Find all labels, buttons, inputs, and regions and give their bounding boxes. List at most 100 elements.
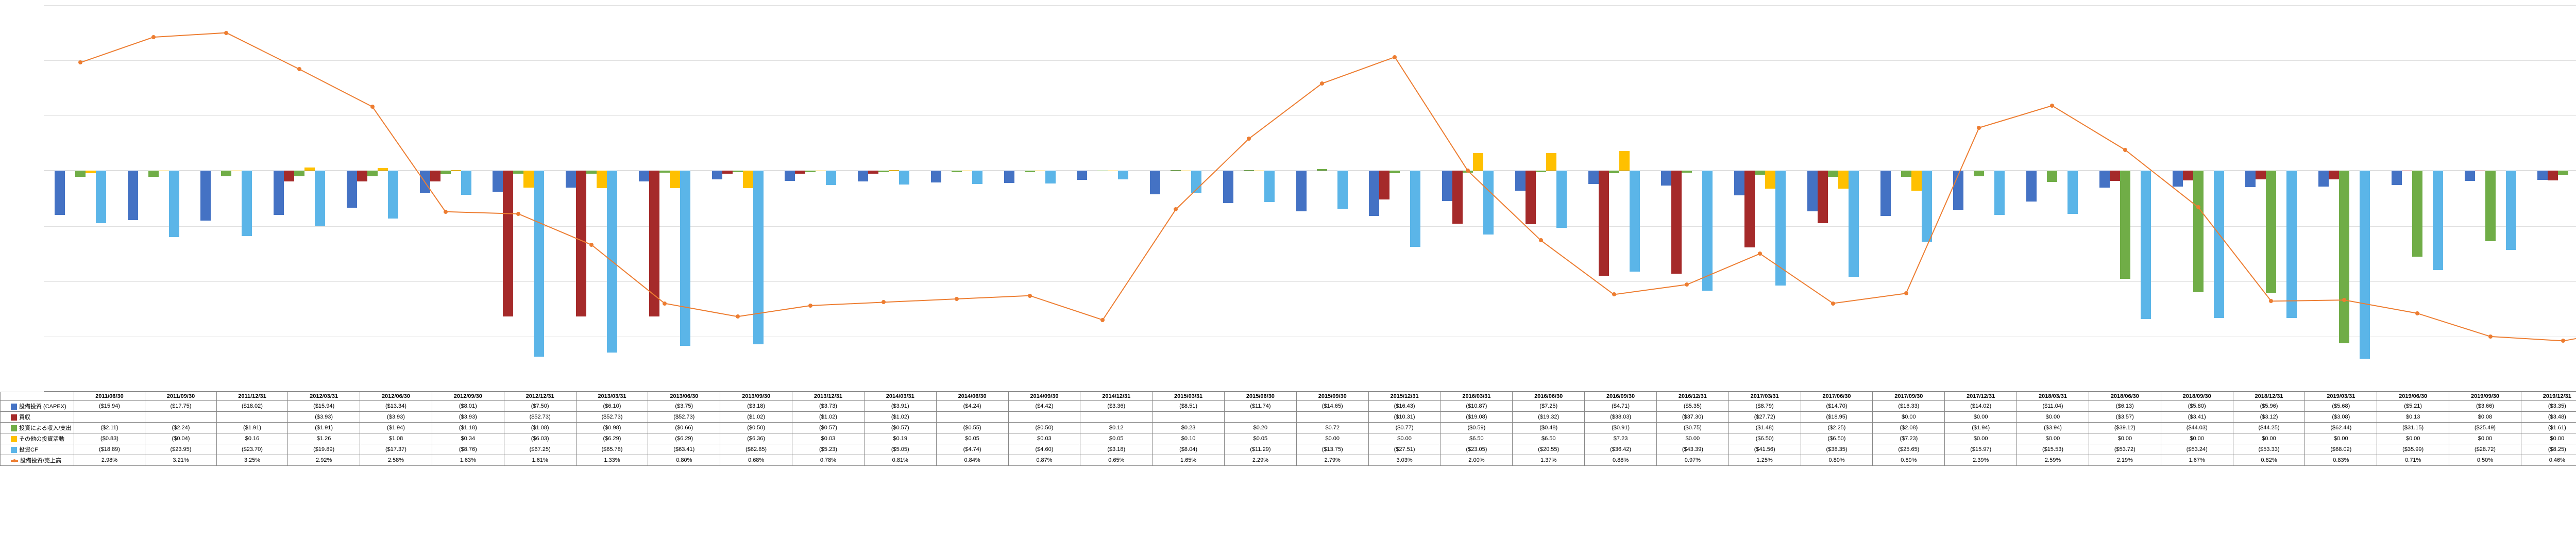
marker-ratio xyxy=(1028,294,1032,298)
table-cell: ($6.50) xyxy=(1728,433,1801,444)
bar-cf xyxy=(1483,171,1494,234)
marker-ratio xyxy=(2415,311,2419,315)
bar-other xyxy=(523,171,534,187)
table-cell: ($5.68) xyxy=(2305,401,2377,412)
table-cell: ($28.72) xyxy=(2449,444,2521,455)
bar-invio xyxy=(2047,171,2057,181)
table-cell: ($53.33) xyxy=(2233,444,2305,455)
bar-other xyxy=(86,171,96,173)
bar-other xyxy=(304,168,315,171)
col-header: 2018/03/31 xyxy=(2017,392,2089,401)
table-cell: $0.00 xyxy=(2017,433,2089,444)
table-cell xyxy=(145,412,217,423)
table-cell: $0.03 xyxy=(1008,433,1080,444)
table-cell: ($6.03) xyxy=(504,433,576,444)
bar-invio xyxy=(1901,171,1911,176)
table-cell xyxy=(1008,412,1080,423)
table-cell: ($62.44) xyxy=(2305,423,2377,433)
legend-swatch xyxy=(11,425,17,431)
table-cell: ($38.03) xyxy=(1585,412,1657,423)
table-cell: ($44.25) xyxy=(2233,423,2305,433)
legend-swatch xyxy=(11,404,17,410)
col-header: 2014/09/30 xyxy=(1008,392,1080,401)
bar-invio xyxy=(513,171,523,174)
table-cell: ($5.96) xyxy=(2233,401,2305,412)
bar-other xyxy=(1546,153,1556,171)
bar-cf xyxy=(2067,171,2078,213)
table-cell: ($52.73) xyxy=(504,412,576,423)
table-cell: ($31.15) xyxy=(2377,423,2449,433)
marker-ratio xyxy=(955,297,959,301)
data-table: 2011/06/302011/09/302011/12/312012/03/31… xyxy=(0,392,2576,466)
table-cell: ($7.25) xyxy=(1513,401,1585,412)
marker-ratio xyxy=(2269,299,2273,303)
legend-swatch xyxy=(11,436,17,442)
marker-ratio xyxy=(370,105,375,109)
col-header: 2015/03/31 xyxy=(1153,392,1225,401)
table-row: 設備投資/売上高2.98%3.21%3.25%2.92%2.58%1.63%1.… xyxy=(1,455,2576,466)
bar-cf xyxy=(1264,171,1275,202)
bar-invio xyxy=(440,171,451,174)
gridline xyxy=(44,115,2576,116)
bar-ma xyxy=(503,171,513,316)
table-cell: ($19.89) xyxy=(288,444,360,455)
table-cell: ($15.94) xyxy=(74,401,145,412)
table-cell: $0.00 xyxy=(2521,433,2576,444)
table-cell: 0.78% xyxy=(792,455,865,466)
bar-cf xyxy=(1922,171,1932,241)
bar-ma xyxy=(2256,171,2266,179)
table-corner xyxy=(1,392,74,401)
table-cell: ($5.23) xyxy=(792,444,865,455)
table-cell: $0.00 xyxy=(2233,433,2305,444)
table-cell: 0.83% xyxy=(2305,455,2377,466)
col-header: 2017/09/30 xyxy=(1873,392,1945,401)
bar-ma xyxy=(795,171,805,173)
bar-invio xyxy=(805,171,816,172)
bar-ma xyxy=(2548,171,2558,180)
bar-other xyxy=(1619,151,1630,171)
table-cell: ($10.31) xyxy=(1368,412,1440,423)
table-cell: ($0.50) xyxy=(720,423,792,433)
bar-cf xyxy=(826,171,836,185)
table-cell: ($8.04) xyxy=(1153,444,1225,455)
table-cell: ($5.21) xyxy=(2377,401,2449,412)
table-cell: ($18.02) xyxy=(216,401,288,412)
table-cell: ($8.79) xyxy=(1728,401,1801,412)
bar-cf xyxy=(169,171,179,237)
table-cell: 1.61% xyxy=(504,455,576,466)
bar-other xyxy=(670,171,680,188)
bar-capex xyxy=(2245,171,2256,187)
table-cell xyxy=(216,412,288,423)
table-cell: 1.67% xyxy=(2161,455,2233,466)
col-header: 2019/03/31 xyxy=(2305,392,2377,401)
bar-cf xyxy=(607,171,617,352)
col-header: 2017/12/31 xyxy=(1945,392,2017,401)
bar-cf xyxy=(2286,171,2297,318)
table-cell: ($27.51) xyxy=(1368,444,1440,455)
table-cell: ($5.35) xyxy=(1656,401,1728,412)
marker-ratio xyxy=(1539,238,1543,242)
table-cell: 0.82% xyxy=(2233,455,2305,466)
plot-area: (単位：百万US$) ($80)($60)($40)($20)$0$20$40$… xyxy=(44,5,2576,392)
table-cell: ($6.10) xyxy=(576,401,648,412)
table-cell: ($18.89) xyxy=(74,444,145,455)
bar-cf xyxy=(461,171,471,195)
table-cell: ($18.95) xyxy=(1801,412,1873,423)
table-cell: ($52.73) xyxy=(648,412,720,423)
table-cell: ($5.05) xyxy=(864,444,936,455)
table-cell: ($38.35) xyxy=(1801,444,1873,455)
bar-ma xyxy=(1379,171,1389,199)
bar-cf xyxy=(1702,171,1713,290)
table-cell: ($13.75) xyxy=(1296,444,1368,455)
table-cell: ($1.08) xyxy=(504,423,576,433)
row-header: 投資CF xyxy=(1,444,74,455)
marker-ratio xyxy=(224,31,228,35)
marker-ratio xyxy=(1466,169,1470,173)
table-cell: 1.25% xyxy=(1728,455,1801,466)
marker-ratio xyxy=(1247,137,1251,141)
table-cell: ($11.04) xyxy=(2017,401,2089,412)
bar-ma xyxy=(868,171,878,173)
table-cell: 3.03% xyxy=(1368,455,1440,466)
bar-capex xyxy=(931,171,941,182)
bar-invio xyxy=(221,171,231,176)
